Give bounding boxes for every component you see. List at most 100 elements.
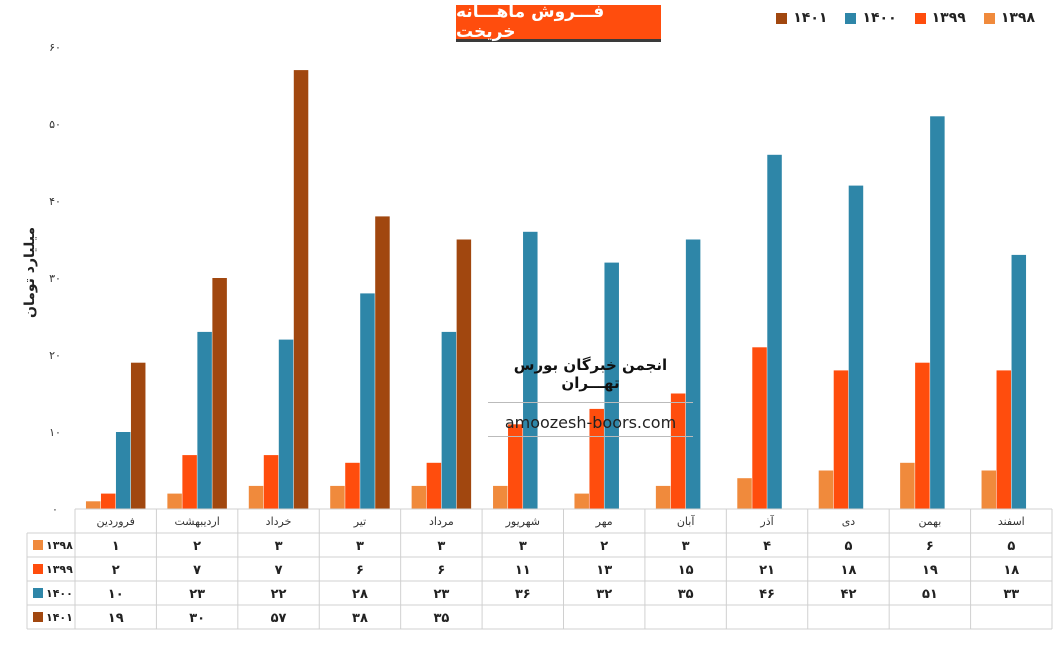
bar [1011, 254, 1027, 509]
data-label: ۳ [682, 539, 690, 554]
data-label: ۴۶ [759, 587, 775, 602]
table-series-label: ۱۳۹۸ [46, 539, 73, 552]
data-label: ۴ [763, 539, 771, 554]
data-label: ۴۲ [841, 587, 857, 602]
bar [848, 185, 864, 509]
bar [411, 485, 427, 509]
data-label: ۱۸ [1003, 563, 1019, 578]
data-label: ۲۳ [189, 587, 205, 602]
data-label: ۱۱ [515, 563, 531, 578]
bar [818, 470, 834, 509]
data-label: ۳ [437, 539, 445, 554]
y-tick-label: ۱۰ [49, 426, 61, 439]
watermark-title: انجمن خبرگان بورس تهـــران [488, 356, 693, 403]
y-tick-label: ۵۰ [49, 118, 61, 131]
x-tick-label: اردیبهشت [174, 515, 219, 528]
bar [981, 470, 997, 509]
bar [574, 493, 589, 509]
data-label: ۶ [437, 563, 445, 578]
legend-swatch-1398 [983, 12, 995, 24]
x-tick-label: دی [842, 515, 856, 528]
data-label: ۶ [926, 539, 934, 554]
data-label: ۲۸ [352, 587, 368, 602]
bar [752, 347, 767, 509]
table-legend-swatch [33, 588, 43, 598]
bar [197, 331, 212, 509]
legend-item-1401: ۱۴۰۱ [776, 10, 827, 26]
data-label: ۲ [112, 563, 120, 578]
bar [655, 485, 671, 509]
x-tick-label: آبان [677, 514, 695, 528]
bar [426, 462, 442, 509]
legend-swatch-1399 [914, 12, 926, 24]
bar [915, 362, 930, 509]
data-label: ۲ [600, 539, 608, 554]
bar [330, 485, 345, 509]
data-label: ۳۵ [678, 587, 694, 602]
x-tick-label: شهریور [505, 515, 540, 528]
data-label: ۳۸ [352, 611, 368, 626]
bar [996, 370, 1012, 509]
legend: ۱۳۹۸ ۱۳۹۹ ۱۴۰۰ ۱۴۰۱ [776, 10, 1035, 26]
bar [263, 455, 279, 509]
legend-item-1399: ۱۳۹۹ [914, 10, 966, 26]
table-series-label: ۱۴۰۰ [46, 587, 73, 600]
data-label: ۱۸ [841, 563, 857, 578]
bar [767, 154, 782, 510]
table-legend-swatch [33, 612, 43, 622]
bar [167, 493, 182, 509]
data-label: ۲ [193, 539, 201, 554]
table-legend-swatch [33, 540, 43, 550]
legend-label-1400: ۱۴۰۰ [862, 10, 897, 26]
x-tick-label: مهر [595, 515, 613, 528]
table-series-label: ۱۴۰۱ [46, 611, 73, 624]
bar [375, 216, 390, 509]
x-tick-label: آذر [759, 514, 774, 528]
legend-label-1399: ۱۳۹۹ [931, 10, 966, 26]
legend-label-1398: ۱۳۹۸ [1000, 10, 1035, 26]
x-tick-label: مرداد [429, 515, 454, 528]
x-tick-label: تیر [353, 515, 366, 528]
data-label: ۱۹ [922, 563, 938, 578]
data-label: ۳ [275, 539, 283, 554]
bar [212, 278, 227, 509]
data-label: ۲۱ [759, 563, 775, 578]
bar [85, 501, 101, 509]
data-label: ۱۳ [596, 563, 612, 578]
y-tick-label: ۰ [52, 503, 58, 516]
data-label: ۳۰ [189, 611, 205, 626]
bar [604, 262, 619, 509]
bar [360, 293, 375, 509]
data-label: ۱۹ [108, 611, 124, 626]
data-label: ۲۲ [271, 587, 287, 602]
y-tick-label: ۴۰ [49, 195, 61, 208]
legend-swatch-1400 [845, 12, 857, 24]
bar [456, 239, 472, 509]
data-label: ۳ [519, 539, 527, 554]
bar [115, 432, 131, 509]
data-label: ۷ [193, 563, 201, 578]
bar [278, 339, 294, 509]
table-series-label: ۱۳۹۹ [46, 563, 73, 576]
bar [523, 231, 538, 510]
legend-item-1398: ۱۳۹۸ [983, 10, 1035, 26]
bar [833, 370, 849, 509]
x-tick-label: بهمن [918, 515, 941, 528]
watermark: انجمن خبرگان بورس تهـــران amoozesh-boor… [488, 356, 693, 437]
y-tick-label: ۳۰ [49, 272, 61, 285]
bar [493, 485, 508, 509]
data-label: ۱۰ [108, 587, 124, 602]
bar [182, 455, 197, 509]
data-label: ۵۷ [271, 611, 287, 626]
data-label: ۷ [275, 563, 283, 578]
data-label: ۳۲ [596, 587, 612, 602]
bar [293, 70, 309, 509]
x-tick-label: فروردین [97, 515, 135, 528]
data-label: ۳۶ [515, 587, 531, 602]
data-label: ۳۵ [433, 611, 449, 626]
table-legend-swatch [33, 564, 43, 574]
data-label: ۲۳ [433, 587, 449, 602]
y-tick-label: ۲۰ [49, 349, 61, 362]
bar [345, 462, 360, 509]
